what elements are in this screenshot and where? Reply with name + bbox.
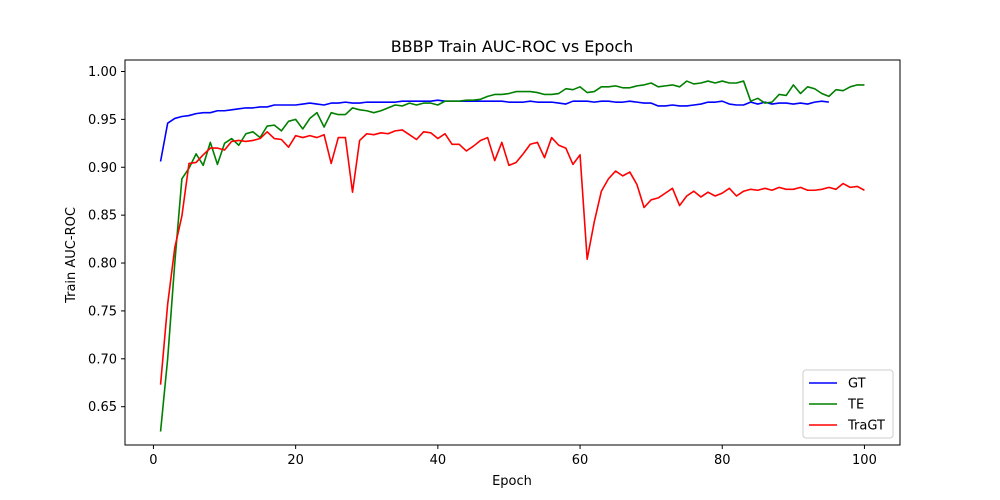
y-tick-label: 0.75: [88, 304, 117, 319]
y-tick-label: 0.90: [88, 161, 117, 176]
series-line-tragt: [159, 129, 865, 385]
y-tick-label: 1.00: [88, 65, 117, 80]
series-line-te: [159, 80, 865, 432]
legend-label-gt: GT: [848, 377, 866, 392]
x-tick-label: 80: [714, 453, 731, 468]
y-tick-label: 0.65: [88, 400, 117, 415]
plot-area: 0 20 40 60 80 100 0.65 0.70 0.75 0.80 0.85 0.90 0.95…: [88, 59, 901, 468]
legend-box: [802, 369, 894, 439]
chart-title: BBBP Train AUC-ROC vs Epoch: [391, 37, 634, 56]
axes-frame: [124, 59, 901, 446]
y-tick-label: 0.95: [88, 113, 117, 128]
x-tick-label: 0: [149, 453, 157, 468]
x-tick-label: 100: [852, 453, 877, 468]
legend: GT TE TraGT: [802, 369, 894, 439]
y-tick-label: 0.85: [88, 209, 117, 224]
x-tick-label: 60: [572, 453, 589, 468]
y-axis-label: Train AUC-ROC: [64, 207, 79, 304]
x-axis-label: Epoch: [492, 474, 532, 489]
series-line-gt: [159, 99, 830, 162]
y-tick-label: 0.80: [88, 257, 117, 272]
x-tick-label: 20: [287, 453, 304, 468]
y-tick-label: 0.70: [88, 352, 117, 367]
legend-label-te: TE: [847, 398, 864, 413]
x-tick-label: 40: [430, 453, 447, 468]
legend-label-tragt: TraGT: [847, 419, 885, 434]
